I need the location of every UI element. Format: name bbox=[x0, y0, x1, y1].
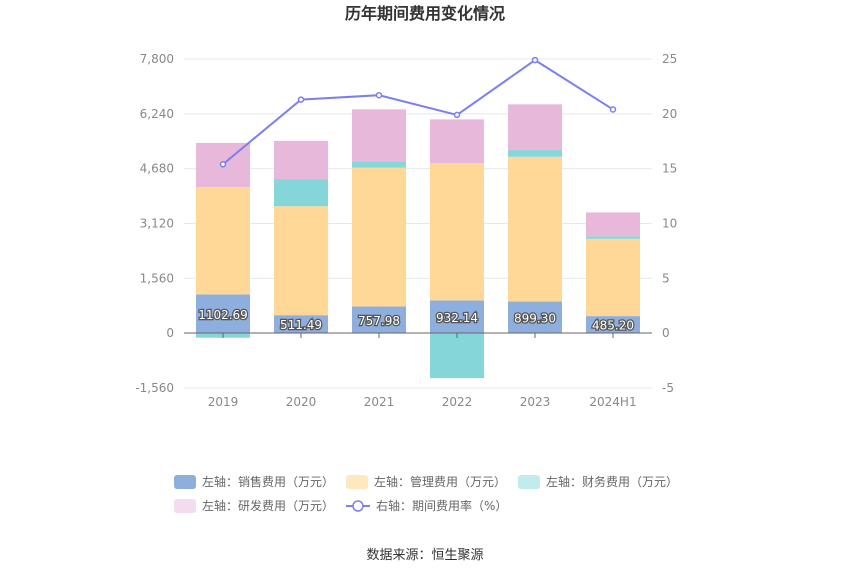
legend-swatch-finance bbox=[518, 475, 540, 489]
admin-bar bbox=[508, 156, 562, 302]
left-tick-label: 6,240 bbox=[140, 107, 174, 121]
left-tick-label: 0 bbox=[166, 326, 174, 340]
x-tick-label: 2022 bbox=[442, 395, 473, 409]
right-tick-label: 0 bbox=[662, 326, 670, 340]
bar-series bbox=[196, 104, 640, 379]
admin-bar bbox=[430, 163, 484, 301]
ratio-point bbox=[609, 106, 617, 113]
sales-value-label: 511.49 bbox=[280, 318, 322, 332]
right-tick-label: 15 bbox=[662, 162, 677, 176]
ratio-point bbox=[375, 91, 383, 99]
sales-bar bbox=[586, 316, 640, 334]
admin-bar bbox=[586, 238, 640, 317]
finance-bar bbox=[508, 150, 562, 157]
rnd-bar bbox=[586, 212, 640, 237]
right-tick-label: 25 bbox=[662, 52, 677, 66]
ratio-line-series bbox=[219, 56, 617, 168]
legend-swatch-rnd bbox=[174, 499, 196, 513]
right-tick-label: 10 bbox=[662, 217, 677, 231]
x-tick-label: 2024H1 bbox=[589, 395, 636, 409]
left-tick-label: 4,680 bbox=[140, 162, 174, 176]
legend-label-rnd: 左轴：研发费用（万元） bbox=[202, 498, 334, 513]
ratio-point bbox=[453, 111, 461, 119]
x-tick-label: 2020 bbox=[286, 395, 317, 409]
legend: 左轴：销售费用（万元） 左轴：管理费用（万元） 左轴：财务费用（万元） 左轴：研… bbox=[174, 474, 678, 513]
sales-bar bbox=[430, 300, 484, 334]
gridlines bbox=[184, 58, 652, 389]
admin-bar bbox=[196, 187, 250, 295]
right-tick-label: 5 bbox=[662, 271, 670, 285]
ratio-point bbox=[219, 161, 227, 168]
ratio-line bbox=[222, 58, 614, 166]
x-tick-label: 2021 bbox=[364, 395, 395, 409]
legend-item-sales[interactable]: 左轴：销售费用（万元） bbox=[174, 474, 334, 489]
finance-bar bbox=[274, 179, 328, 207]
sales-bar bbox=[508, 301, 562, 334]
legend-label-admin: 左轴：管理费用（万元） bbox=[374, 474, 506, 489]
finance-bar bbox=[352, 161, 406, 168]
legend-label-finance: 左轴：财务费用（万元） bbox=[546, 474, 678, 489]
legend-marker-ratio bbox=[352, 500, 364, 512]
right-tick-label: -5 bbox=[662, 381, 674, 395]
left-tick-label: 3,120 bbox=[140, 217, 174, 231]
sales-bar bbox=[274, 315, 328, 334]
legend-item-ratio[interactable]: 右轴：期间费用率（%） bbox=[346, 498, 507, 513]
rnd-bar bbox=[352, 109, 406, 162]
finance-bar bbox=[430, 333, 484, 379]
sales-value-label: 899.30 bbox=[514, 311, 556, 325]
x-tick-label: 2019 bbox=[208, 395, 239, 409]
legend-label-sales: 左轴：销售费用（万元） bbox=[202, 474, 334, 489]
legend-label-ratio: 右轴：期间费用率（%） bbox=[376, 498, 507, 513]
left-tick-label: 1,560 bbox=[140, 271, 174, 285]
finance-bar bbox=[586, 236, 640, 239]
left-axis: -1,560 0 1,560 3,120 4,680 6,240 7,800 bbox=[135, 52, 174, 395]
legend-swatch-sales bbox=[174, 475, 196, 489]
legend-swatch-admin bbox=[346, 475, 368, 489]
ratio-point bbox=[531, 56, 539, 64]
ratio-point bbox=[297, 96, 305, 103]
rnd-bar bbox=[508, 104, 562, 151]
sales-value-label: 485.20 bbox=[592, 319, 634, 333]
left-tick-label: -1,560 bbox=[135, 381, 174, 395]
legend-item-rnd[interactable]: 左轴：研发费用（万元） bbox=[174, 498, 334, 513]
data-source: 数据来源：恒生聚源 bbox=[366, 548, 483, 563]
right-tick-label: 20 bbox=[662, 107, 677, 121]
chart-title: 历年期间费用变化情况 bbox=[345, 4, 505, 23]
right-axis: -5 0 5 10 15 20 25 bbox=[662, 52, 677, 395]
sales-value-label: 1102.69 bbox=[198, 308, 248, 322]
sales-value-label: 757.98 bbox=[358, 314, 400, 328]
legend-item-admin[interactable]: 左轴：管理费用（万元） bbox=[346, 474, 506, 489]
sales-value-label: 932.14 bbox=[436, 311, 478, 325]
left-tick-label: 7,800 bbox=[140, 52, 174, 66]
x-tick-label: 2023 bbox=[520, 395, 551, 409]
admin-bar bbox=[352, 167, 406, 307]
bar-data-labels: 1102.69 511.49 757.98 932.14 899.30 485.20 bbox=[197, 307, 635, 334]
rnd-bar bbox=[274, 140, 328, 180]
rnd-bar bbox=[430, 119, 484, 164]
sales-bar bbox=[352, 306, 406, 334]
sales-bar bbox=[196, 294, 250, 334]
x-axis: 2019 2020 2021 2022 2023 2024H1 bbox=[208, 333, 637, 409]
admin-bar bbox=[274, 206, 328, 316]
legend-item-finance[interactable]: 左轴：财务费用（万元） bbox=[518, 474, 678, 489]
